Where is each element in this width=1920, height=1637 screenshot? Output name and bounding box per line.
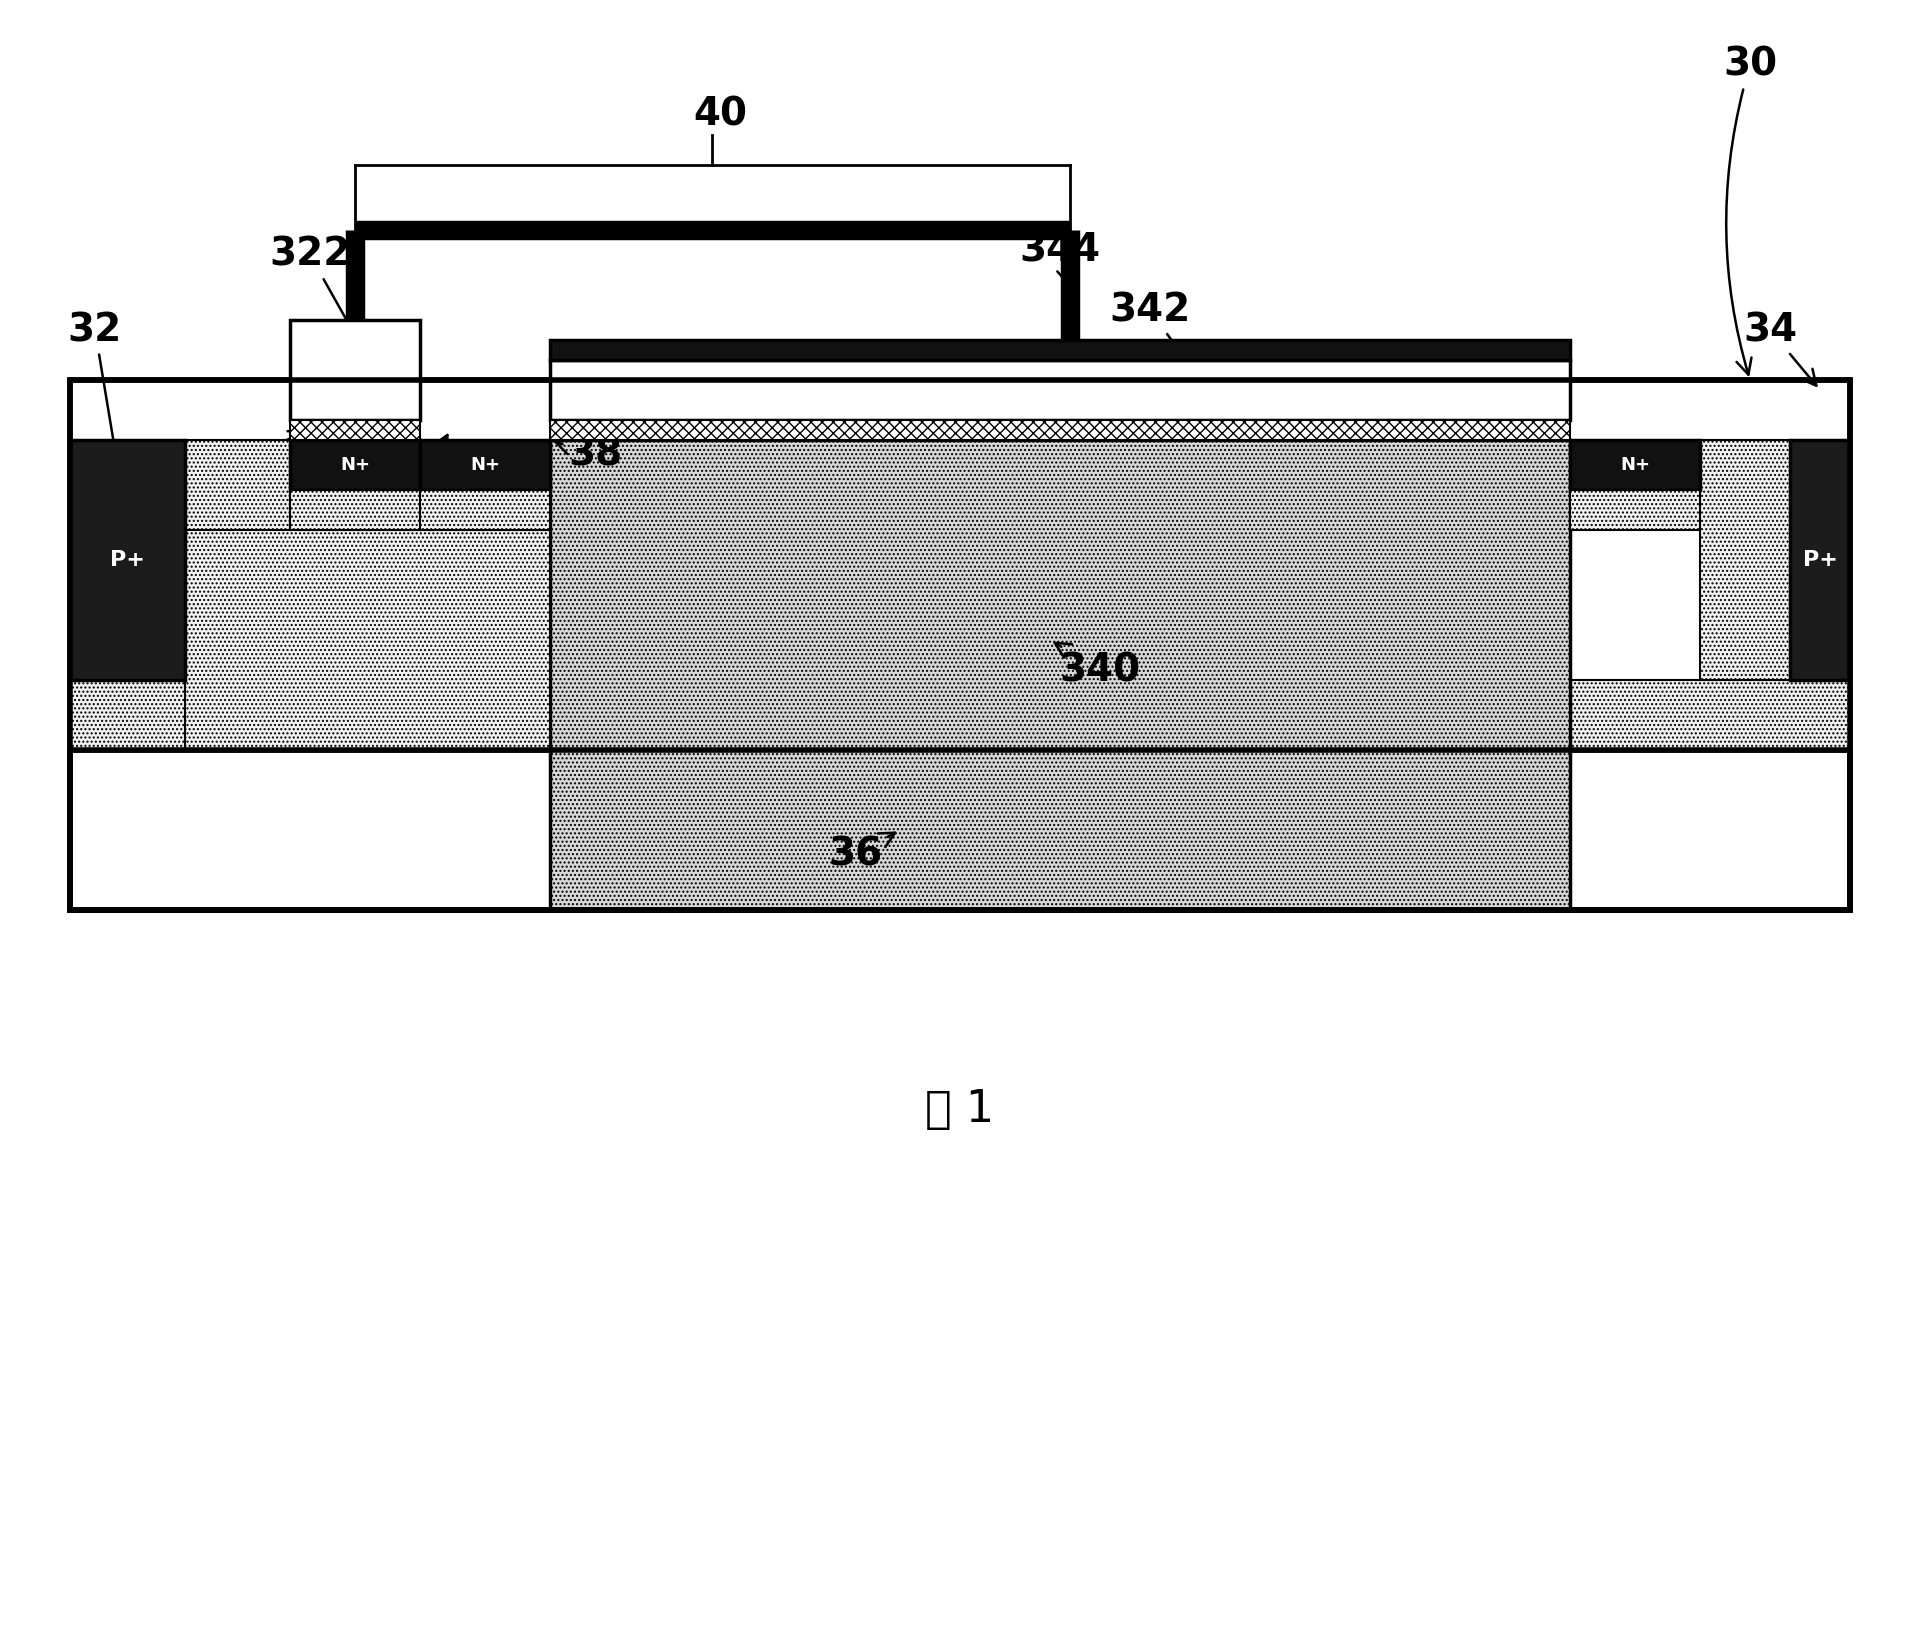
Text: 344: 344 [1020, 231, 1100, 285]
Text: 32: 32 [67, 311, 134, 535]
Bar [549, 421, 1571, 440]
Text: 36: 36 [828, 833, 895, 874]
Bar [69, 440, 184, 679]
Text: N+: N+ [470, 457, 499, 475]
Bar [290, 421, 420, 440]
Text: 40: 40 [693, 97, 747, 134]
Bar [69, 750, 1851, 910]
Text: 340: 340 [1054, 643, 1140, 689]
Bar [549, 360, 1571, 421]
Text: 图 1: 图 1 [925, 1089, 995, 1131]
Text: 324: 324 [349, 435, 447, 565]
Bar [549, 340, 1571, 360]
Text: 322: 322 [269, 236, 351, 331]
Bar [290, 319, 420, 421]
Text: P+: P+ [1803, 550, 1837, 570]
Text: 326: 326 [109, 530, 284, 604]
Text: P+: P+ [109, 550, 144, 570]
Bar [184, 440, 290, 679]
Text: 38: 38 [555, 435, 622, 475]
Bar [1699, 440, 1789, 679]
Text: 34: 34 [1743, 311, 1816, 386]
Bar [290, 489, 420, 530]
Text: N+: N+ [340, 457, 371, 475]
Bar [420, 489, 549, 530]
Bar [1789, 440, 1851, 679]
Text: N+: N+ [1620, 457, 1649, 475]
Bar [420, 440, 549, 489]
Bar [69, 750, 1851, 910]
Text: 320: 320 [344, 462, 445, 499]
Bar [69, 380, 1851, 910]
Text: 30: 30 [1722, 46, 1778, 375]
Bar [69, 679, 1851, 750]
Bar [69, 380, 1851, 910]
Bar [1571, 440, 1699, 489]
Bar [290, 440, 420, 489]
Text: 324: 324 [129, 431, 305, 509]
Bar [1571, 489, 1699, 530]
Bar [549, 440, 1571, 910]
Bar [184, 530, 549, 750]
Text: 342: 342 [1110, 291, 1196, 375]
